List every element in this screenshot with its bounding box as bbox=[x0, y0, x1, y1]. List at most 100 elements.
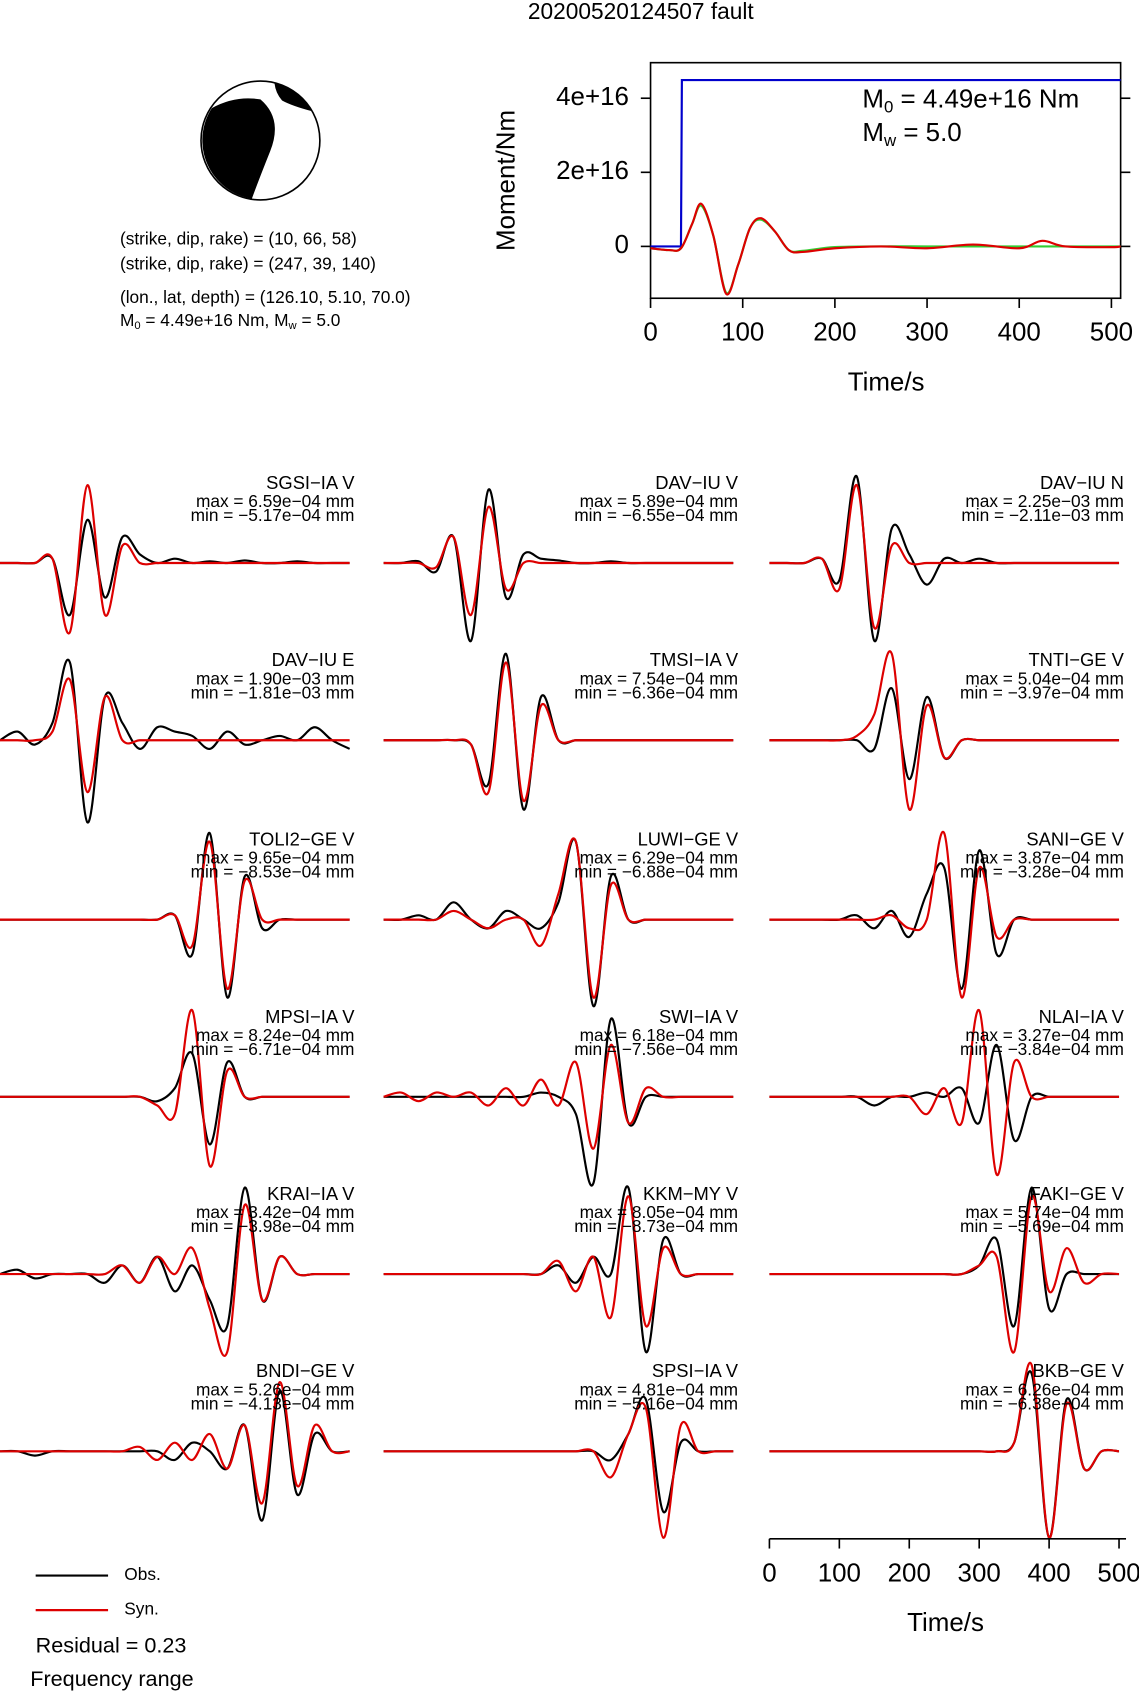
min-label: min = −3.28e−04 mm bbox=[960, 862, 1124, 882]
min-label: min = −5.16e−04 mm bbox=[574, 1393, 738, 1413]
mechanism-line: (strike, dip, rake) = (247, 39, 140) bbox=[120, 253, 376, 273]
waveform bbox=[0, 840, 350, 990]
subscript: 0 bbox=[134, 320, 140, 332]
x-tick-label: 200 bbox=[888, 1559, 931, 1587]
max-label: max = 6.26e−04 mm bbox=[965, 1379, 1124, 1399]
waveform bbox=[383, 1395, 734, 1513]
max-label: max = 4.81e−04 mm bbox=[580, 1379, 739, 1399]
max-label: max = 3.42e−04 mm bbox=[196, 1202, 355, 1222]
station-label: SANI−GE V bbox=[1026, 829, 1124, 850]
x-tick-label: 100 bbox=[818, 1559, 861, 1587]
waveform bbox=[383, 1043, 734, 1150]
station-label: LUWI−GE V bbox=[638, 829, 739, 850]
max-label: max = 3.27e−04 mm bbox=[965, 1025, 1124, 1045]
station-label: DAV−IU N bbox=[1040, 472, 1124, 493]
waveform bbox=[0, 1203, 350, 1357]
min-label: min = −6.71e−04 mm bbox=[191, 1039, 355, 1059]
y-tick-label: 2e+16 bbox=[556, 157, 629, 185]
text: = 4.49e+16 Nm bbox=[893, 85, 1079, 113]
min-label: min = −5.69e−04 mm bbox=[960, 1216, 1124, 1236]
station-label: BKB−GE V bbox=[1033, 1360, 1125, 1381]
min-label: min = −6.38e−04 mm bbox=[960, 1393, 1124, 1413]
station-label: NLAI−IA V bbox=[1039, 1006, 1125, 1027]
max-label: max = 5.89e−04 mm bbox=[580, 491, 739, 511]
min-label: min = −3.98e−04 mm bbox=[191, 1216, 355, 1236]
max-label: max = 6.29e−04 mm bbox=[580, 848, 739, 868]
waveform bbox=[769, 1009, 1120, 1176]
min-label: min = −2.11e−03 mm bbox=[961, 505, 1124, 525]
max-label: max = 7.54e−04 mm bbox=[580, 668, 739, 688]
legend-label: Syn. bbox=[124, 1599, 159, 1619]
symbol: M bbox=[862, 119, 884, 147]
min-label: min = −1.81e−03 mm bbox=[191, 682, 355, 702]
waveform bbox=[769, 1361, 1120, 1539]
waveform bbox=[0, 1009, 350, 1168]
x-tick-label: 500 bbox=[1097, 1559, 1139, 1587]
x-tick-label: 300 bbox=[958, 1559, 1001, 1587]
x-tick-label: 200 bbox=[813, 319, 856, 347]
waveform bbox=[0, 658, 351, 824]
x-tick-label: 400 bbox=[1027, 1559, 1070, 1587]
x-axis-label: Time/s bbox=[907, 1609, 984, 1637]
x-tick-label: 400 bbox=[998, 319, 1041, 347]
min-label: min = −4.13e−04 mm bbox=[191, 1393, 355, 1413]
min-label: min = −8.53e−04 mm bbox=[191, 862, 355, 882]
moment-text: Mw = 5.0 bbox=[862, 119, 961, 150]
station-label: KKM−MY V bbox=[643, 1183, 739, 1204]
plot-frame bbox=[649, 61, 1122, 300]
station-label: DAV−IU V bbox=[655, 472, 739, 493]
text: = 5.0 bbox=[896, 119, 962, 147]
legend-label: Obs. bbox=[124, 1564, 160, 1584]
waveform bbox=[769, 830, 1120, 999]
max-label: max = 8.24e−04 mm bbox=[196, 1025, 355, 1045]
waveform bbox=[383, 505, 734, 616]
waveform bbox=[383, 1195, 734, 1328]
waveform bbox=[0, 1381, 350, 1505]
x-tick-label: 100 bbox=[721, 319, 764, 347]
station-label: DAV−IU E bbox=[272, 649, 355, 670]
x-tick-label: 300 bbox=[905, 319, 948, 347]
mechanism-line: (strike, dip, rake) = (10, 66, 58) bbox=[120, 228, 357, 248]
waveform bbox=[0, 1051, 350, 1146]
symbol: M bbox=[274, 310, 288, 330]
station-label: SPSI−IA V bbox=[652, 1360, 739, 1381]
min-label: min = −3.84e−04 mm bbox=[960, 1039, 1124, 1059]
min-label: min = −6.36e−04 mm bbox=[574, 682, 738, 702]
text: = 4.49e+16 Nm, bbox=[141, 310, 275, 330]
moment-line bbox=[650, 79, 1121, 248]
max-label: max = 6.59e−04 mm bbox=[196, 491, 355, 511]
max-label: max = 8.05e−04 mm bbox=[580, 1202, 739, 1222]
min-label: min = −8.73e−04 mm bbox=[574, 1216, 738, 1236]
mechanism-line: (lon., lat, depth) = (126.10, 5.10, 70.0… bbox=[120, 287, 411, 307]
y-axis-label: Moment/Nm bbox=[493, 110, 521, 251]
max-label: max = 5.26e−04 mm bbox=[196, 1379, 355, 1399]
beachball bbox=[200, 80, 321, 201]
waveform bbox=[0, 484, 350, 635]
symbol: M bbox=[120, 310, 134, 330]
waveform bbox=[383, 661, 734, 802]
waveform bbox=[769, 484, 1120, 630]
max-label: max = 3.87e−04 mm bbox=[965, 848, 1124, 868]
max-label: max = 5.04e−04 mm bbox=[965, 668, 1124, 688]
waveform bbox=[383, 1402, 734, 1539]
station-label: TNTI−GE V bbox=[1028, 649, 1124, 670]
residual: Residual = 0.23 bbox=[36, 1633, 187, 1658]
subscript: 0 bbox=[884, 98, 893, 117]
station-label: KRAI−IA V bbox=[267, 1183, 355, 1204]
subscript: w bbox=[288, 320, 298, 332]
min-label: min = −5.17e−04 mm bbox=[191, 505, 355, 525]
min-label: min = −7.56e−04 mm bbox=[574, 1039, 738, 1059]
min-label: min = −6.55e−04 mm bbox=[574, 505, 738, 525]
waveform bbox=[383, 837, 734, 999]
station-label: SGSI−IA V bbox=[266, 472, 355, 493]
moment-line bbox=[650, 202, 1121, 296]
x-axis-label: Time/s bbox=[848, 368, 925, 396]
frequency-range: Frequency range bbox=[30, 1666, 193, 1691]
waveform bbox=[769, 650, 1120, 811]
figure-title: 20200520124507 fault bbox=[528, 0, 755, 24]
symbol: M bbox=[862, 85, 884, 113]
x-tick-label: 0 bbox=[643, 319, 657, 347]
min-label: min = −3.97e−04 mm bbox=[960, 682, 1124, 702]
